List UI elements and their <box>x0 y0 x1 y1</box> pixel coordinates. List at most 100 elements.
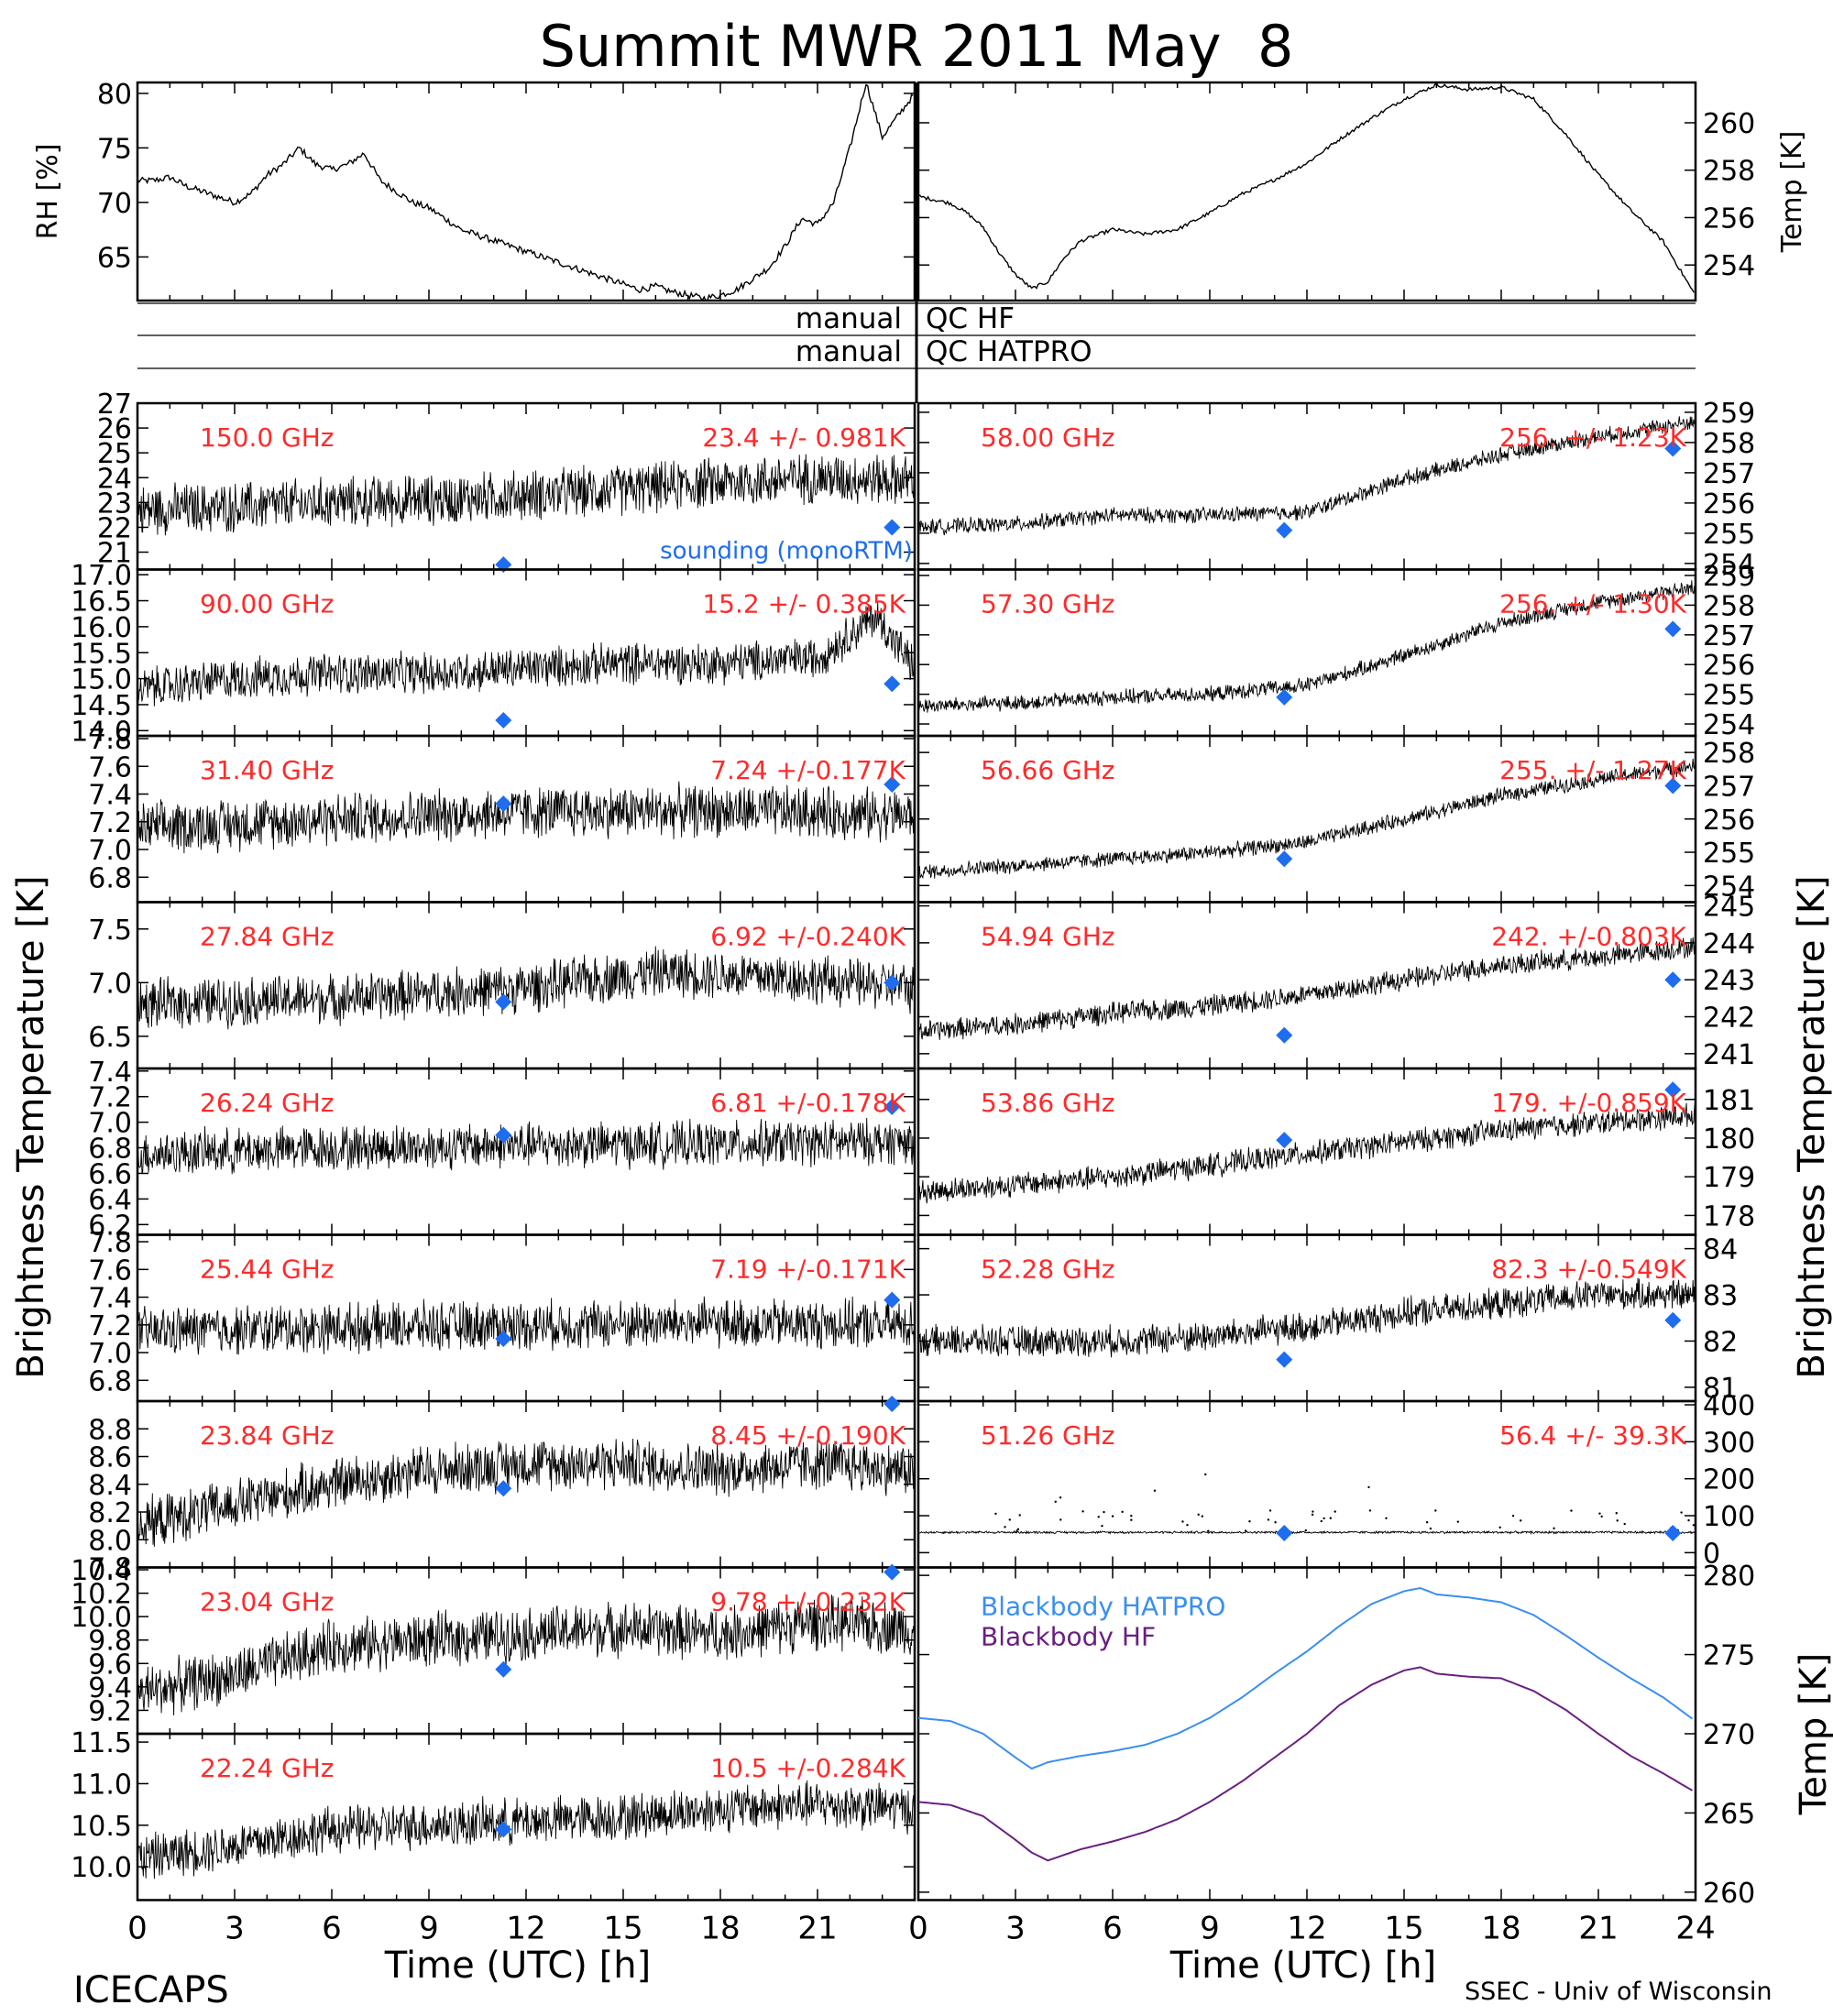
channel-outlier-point <box>1121 1510 1124 1514</box>
y-tick-label: 200 <box>1703 1464 1755 1496</box>
channel-trace <box>137 1594 916 1716</box>
channel-outlier-point <box>1097 1516 1100 1518</box>
y-tick-label: 9.6 <box>88 1649 132 1681</box>
channel-frequency-label: 54.94 GHz <box>981 922 1115 952</box>
rh-axis-label: RH [%] <box>32 144 64 240</box>
y-tick-label: 24 <box>97 463 132 495</box>
channel-trace <box>137 1296 916 1355</box>
channel-outlier-point <box>1268 1509 1272 1512</box>
left-axis-title: Brightness Temperature [K] <box>10 875 52 1378</box>
y-tick-label: 275 <box>1703 1640 1755 1672</box>
sounding-marker <box>1276 1132 1293 1149</box>
channel-outlier-point <box>1334 1510 1336 1513</box>
channel-stat-label: 256. +/- 1.30K <box>1499 589 1686 619</box>
channel-outlier-point <box>1248 1520 1251 1523</box>
y-tick-label: 21 <box>97 538 132 570</box>
y-tick-label: 0 <box>1703 1538 1720 1570</box>
y-tick-label: 7.2 <box>88 1310 132 1342</box>
sounding-marker <box>1276 521 1293 539</box>
channel-frequency-label: 58.00 GHz <box>981 422 1115 453</box>
channel-outlier-point <box>1244 1529 1247 1532</box>
y-tick-label: 244 <box>1703 928 1755 960</box>
x-tick-label: 21 <box>797 1911 837 1947</box>
footer-right: SSEC - Univ of Wisconsin <box>1465 1978 1772 2006</box>
y-tick-label: 11.0 <box>71 1769 132 1801</box>
channel-frequency-label: 150.0 GHz <box>200 422 335 453</box>
sounding-marker <box>884 1098 901 1115</box>
x-tick-label: 0 <box>908 1911 928 1947</box>
y-tick-label: 9.8 <box>88 1626 132 1658</box>
y-tick-label: 254 <box>1703 549 1755 581</box>
channel-trace <box>917 580 1696 713</box>
sounding-marker <box>884 519 901 536</box>
sounding-marker <box>1664 1524 1682 1541</box>
y-tick-label: 10.0 <box>71 1852 132 1884</box>
y-tick-label: 8.8 <box>88 1414 132 1446</box>
x-tick-label: 3 <box>1005 1911 1026 1947</box>
y-tick-label: 7.2 <box>88 807 132 839</box>
channel-outlier-point <box>1204 1473 1207 1476</box>
temp-axis-label: Temp [K] <box>1776 131 1808 254</box>
sounding-marker <box>884 974 901 992</box>
y-tick-label: 14.5 <box>71 690 132 722</box>
y-tick-label: 15.0 <box>71 664 132 696</box>
channel-stat-label: 7.19 +/-0.171K <box>710 1255 906 1285</box>
x-tick-label: 0 <box>127 1911 148 1947</box>
channel-stat-label: 242. +/-0.803K <box>1491 922 1686 952</box>
y-tick-label: 7.4 <box>88 1283 132 1315</box>
channel-outlier-point <box>1130 1518 1133 1521</box>
x-tick-label: 6 <box>1103 1911 1123 1947</box>
channel-frequency-label: 26.24 GHz <box>200 1088 335 1118</box>
sounding-marker <box>1276 1524 1293 1541</box>
channel-frequency-label: 56.66 GHz <box>981 755 1115 785</box>
channel-frequency-label: 31.40 GHz <box>200 755 335 785</box>
channel-frequency-label: 51.26 GHz <box>981 1420 1115 1451</box>
x-axis-title-left: Time (UTC) [h] <box>384 1945 651 1987</box>
channel-outlier-point <box>1680 1511 1683 1514</box>
y-tick-label: 258 <box>1703 738 1755 770</box>
channel-frequency-label: 53.86 GHz <box>981 1088 1115 1118</box>
channel-stat-label: 9.78 +/-0.232K <box>710 1587 906 1617</box>
y-tick-label: 82 <box>1703 1326 1738 1358</box>
y-tick-label: 258 <box>1703 590 1755 622</box>
x-axis-title-right: Time (UTC) [h] <box>1169 1945 1436 1987</box>
y-tick-label: 23 <box>97 488 132 520</box>
channel-outlier-point <box>1201 1515 1204 1517</box>
channel-trace <box>917 413 1696 536</box>
temp-series-line <box>917 82 1695 293</box>
y-tick-label: 8.4 <box>88 1470 132 1502</box>
sounding-marker <box>1276 688 1293 706</box>
y-tick-label: 255 <box>1703 680 1755 712</box>
channel-stat-label: 6.92 +/-0.240K <box>710 922 906 952</box>
y-tick-label: 260 <box>1703 108 1755 140</box>
y-tick-label: 270 <box>1703 1719 1755 1751</box>
y-tick-label: 10.2 <box>71 1579 132 1611</box>
sounding-marker <box>495 993 512 1011</box>
channel-outlier-point <box>1130 1515 1133 1517</box>
y-tick-label: 7.4 <box>88 780 132 812</box>
channel-frequency-label: 25.44 GHz <box>200 1255 335 1285</box>
y-tick-label: 178 <box>1703 1200 1755 1233</box>
sounding-marker <box>495 1480 512 1497</box>
channel-stat-label: 15.2 +/- 0.385K <box>702 589 906 619</box>
channel-frequency-label: 23.84 GHz <box>200 1420 335 1451</box>
y-tick-label: 16.0 <box>71 612 132 644</box>
y-tick-label: 17.0 <box>71 560 132 592</box>
y-tick-label: 8.2 <box>88 1497 132 1529</box>
x-tick-label: 6 <box>322 1911 342 1947</box>
blackbody-axis-label: Temp [K] <box>1793 1653 1833 1816</box>
y-tick-label: 6.8 <box>88 1134 132 1166</box>
channel-outlier-point <box>1015 1529 1018 1532</box>
channel-outlier-point <box>1615 1512 1618 1515</box>
channel-outlier-point <box>1429 1527 1432 1530</box>
channel-outlier-point <box>1692 1524 1696 1527</box>
channel-outlier-point <box>1181 1520 1184 1523</box>
channel-outlier-point <box>1323 1517 1325 1520</box>
sounding-marker <box>1664 1081 1682 1099</box>
channel-stat-label: 255. +/- 1.27K <box>1499 755 1686 785</box>
sounding-marker <box>884 1563 901 1581</box>
y-tick-label: 100 <box>1703 1501 1755 1533</box>
channel-trace <box>917 1529 1696 1536</box>
channel-outlier-point <box>1004 1526 1006 1528</box>
